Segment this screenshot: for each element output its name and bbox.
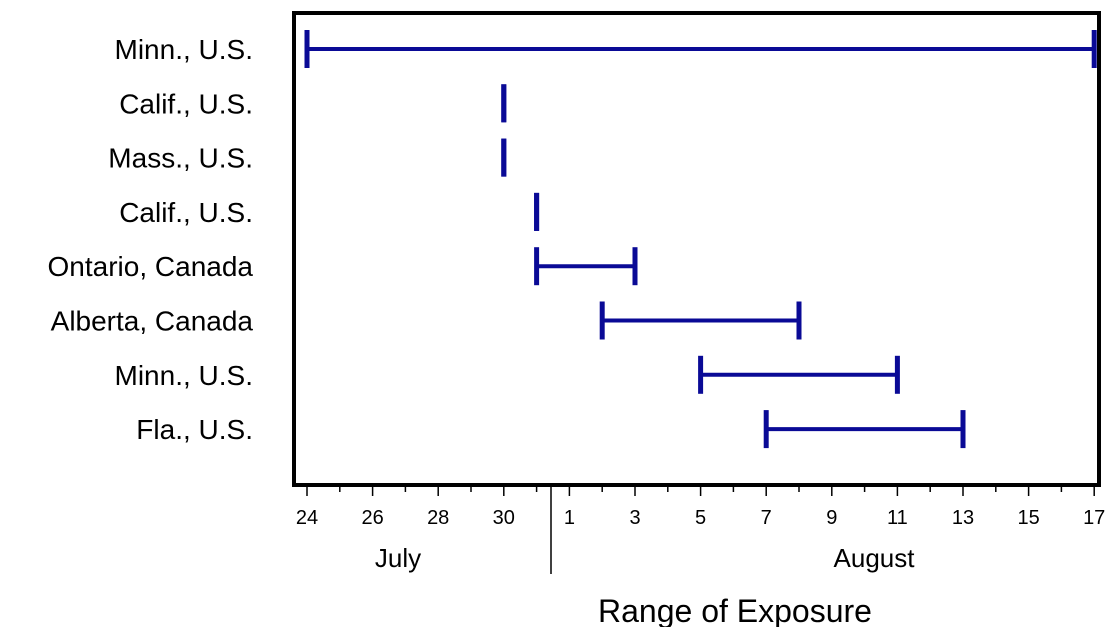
range-mark xyxy=(534,247,638,286)
x-tick-label: 1 xyxy=(564,507,575,529)
plot-frame xyxy=(292,11,1101,487)
x-axis-ticks xyxy=(306,485,1095,496)
category-label: Fla., U.S. xyxy=(136,414,253,445)
x-tick-label: 13 xyxy=(952,507,974,529)
x-tick-label: 11 xyxy=(887,507,908,529)
category-label: Calif., U.S. xyxy=(119,197,253,228)
x-tick-label: 7 xyxy=(761,507,772,529)
x-tick-label: 24 xyxy=(296,507,318,529)
category-label: Mass., U.S. xyxy=(108,143,253,174)
category-label: Alberta, Canada xyxy=(51,306,254,337)
category-label: Ontario, Canada xyxy=(48,251,254,282)
x-tick-label: 5 xyxy=(695,507,706,529)
month-label-august: August xyxy=(834,543,916,573)
range-mark xyxy=(763,410,966,449)
x-tick-label: 17 xyxy=(1083,507,1105,529)
x-tick-label: 26 xyxy=(361,507,383,529)
month-label-july: July xyxy=(375,543,421,573)
x-axis-title: Range of Exposure xyxy=(598,593,872,627)
category-labels: Minn., U.S. Calif., U.S. Mass., U.S. Calif.… xyxy=(48,34,254,445)
category-label: Minn., U.S. xyxy=(115,34,253,65)
category-label: Calif., U.S. xyxy=(119,88,253,119)
range-mark xyxy=(304,30,1097,68)
range-series xyxy=(304,30,1097,449)
x-tick-labels: 24 26 28 30 1 3 5 7 9 11 13 15 17 xyxy=(296,507,1105,529)
x-tick-label: 28 xyxy=(427,507,449,529)
x-tick-label: 15 xyxy=(1017,507,1039,529)
range-mark xyxy=(698,355,900,394)
x-tick-label: 30 xyxy=(493,507,515,529)
category-label: Minn., U.S. xyxy=(115,360,253,391)
x-tick-label: 9 xyxy=(826,507,837,529)
range-mark xyxy=(599,301,802,340)
x-tick-label: 3 xyxy=(629,507,640,529)
